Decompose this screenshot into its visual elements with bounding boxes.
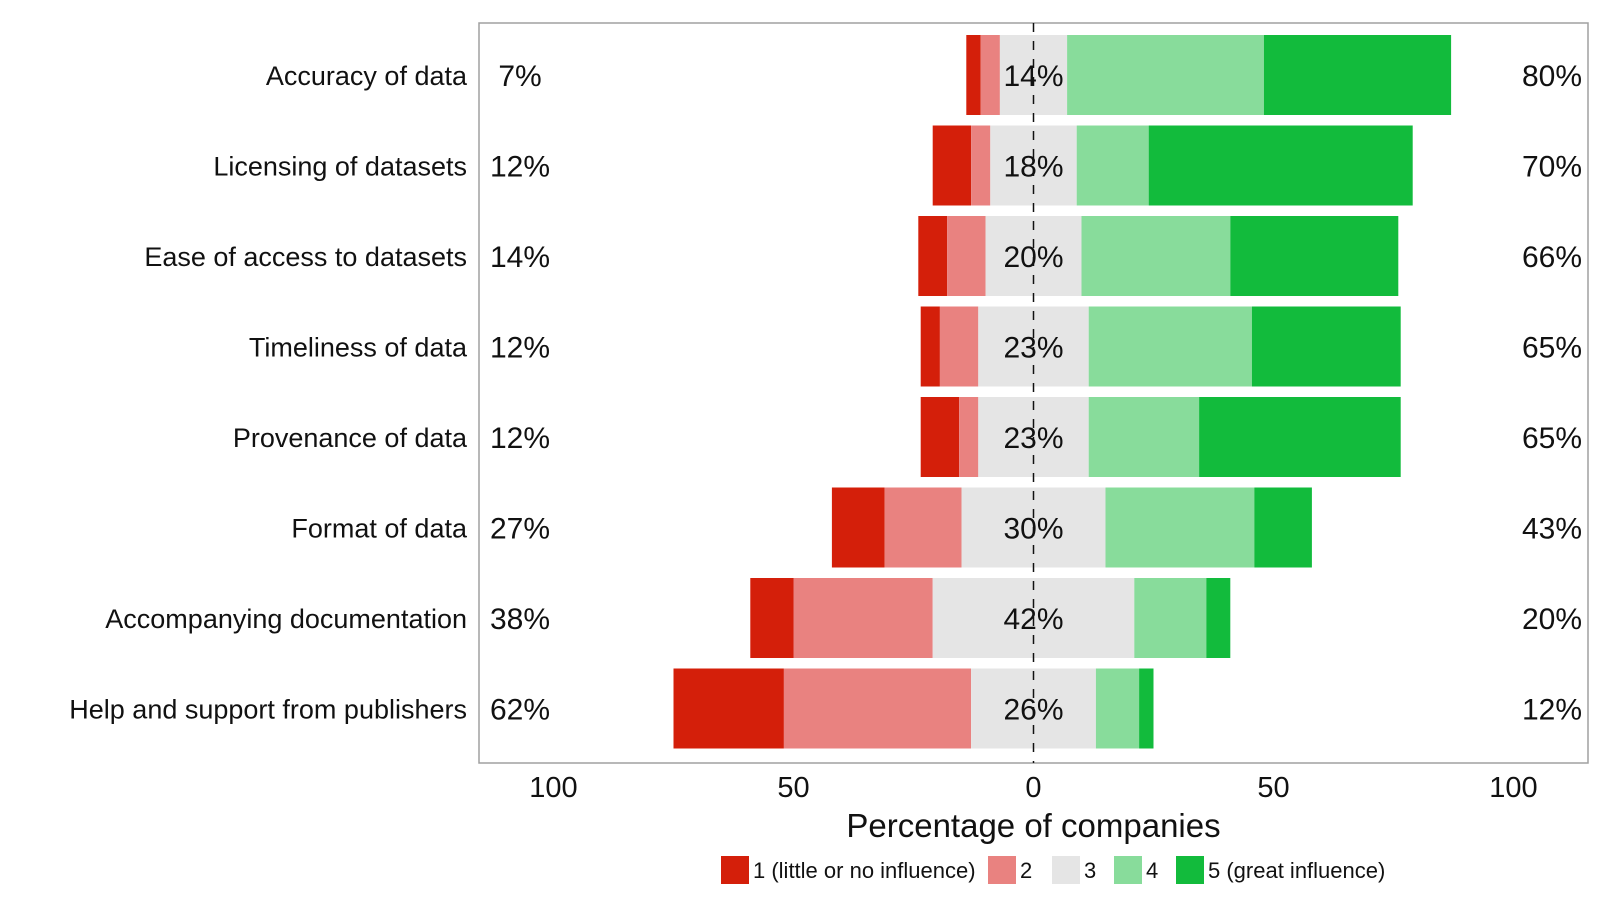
neutral-percent-label: 20% — [1003, 241, 1063, 274]
high-percent-label: 12% — [1522, 694, 1582, 727]
bar-segment-2 — [793, 578, 933, 658]
bar-segment-4 — [1134, 578, 1207, 658]
low-percent-label: 14% — [490, 241, 550, 274]
neutral-percent-label: 23% — [1003, 422, 1063, 455]
category-label: Help and support from publishers — [69, 695, 467, 725]
high-percent-label: 66% — [1522, 241, 1582, 274]
x-tick-label: 100 — [529, 772, 577, 804]
bar-segment-5 — [1254, 487, 1312, 568]
x-tick-label: 0 — [1025, 772, 1041, 804]
low-percent-label: 7% — [498, 60, 541, 93]
bar-segment-2 — [959, 397, 979, 477]
low-percent-label: 38% — [490, 603, 550, 636]
category-label: Licensing of datasets — [213, 152, 467, 182]
bar-segment-2 — [884, 487, 962, 568]
bar-segment-1 — [966, 35, 981, 115]
x-tick-label: 100 — [1489, 772, 1537, 804]
high-percent-label: 70% — [1522, 151, 1582, 184]
legend-swatch — [1052, 856, 1080, 884]
legend-swatch — [721, 856, 749, 884]
bar-segment-4 — [1081, 216, 1231, 296]
legend: 1 (little or no influence) 2 3 4 5 (great in… — [721, 856, 1385, 884]
category-label: Provenance of data — [233, 423, 468, 453]
bar-segment-5 — [1230, 216, 1399, 296]
high-percent-label: 20% — [1522, 603, 1582, 636]
bar-segment-4 — [1105, 487, 1255, 568]
bar-segment-5 — [1206, 578, 1231, 658]
category-label: Accuracy of data — [266, 61, 468, 91]
high-percent-label: 65% — [1522, 332, 1582, 365]
bar-segment-2 — [980, 35, 1000, 115]
high-percent-label: 65% — [1522, 422, 1582, 455]
bar-segment-2 — [947, 216, 986, 296]
bar-segment-4 — [1076, 125, 1149, 206]
legend-swatch — [1176, 856, 1204, 884]
high-percent-label: 43% — [1522, 513, 1582, 546]
category-label: Ease of access to datasets — [144, 242, 467, 272]
bar-segment-4 — [1095, 668, 1140, 749]
low-percent-label: 12% — [490, 151, 550, 184]
bar-segment-4 — [1088, 397, 1200, 477]
bar-segment-2 — [783, 668, 972, 749]
category-label: Timeliness of data — [249, 333, 468, 363]
neutral-percent-label: 26% — [1003, 694, 1063, 727]
legend-label: 3 — [1084, 858, 1096, 883]
legend-swatch — [988, 856, 1016, 884]
bar-segment-1 — [918, 216, 948, 296]
bar-segment-1 — [920, 397, 960, 477]
bar-segment-2 — [939, 306, 979, 387]
legend-swatch — [1114, 856, 1142, 884]
neutral-percent-label: 30% — [1003, 513, 1063, 546]
bar-segment-5 — [1139, 668, 1154, 749]
bar-segment-1 — [750, 578, 794, 658]
bar-segment-5 — [1199, 397, 1401, 477]
category-label: Format of data — [291, 514, 468, 544]
category-label: Accompanying documentation — [105, 604, 467, 634]
high-percent-label: 80% — [1522, 60, 1582, 93]
low-percent-label: 62% — [490, 694, 550, 727]
labels-group: Accuracy of data 7% 14% 80% Licensing of dat… — [69, 60, 1582, 727]
bars-group — [673, 35, 1452, 749]
bar-segment-1 — [932, 125, 972, 206]
neutral-percent-label: 23% — [1003, 332, 1063, 365]
bar-segment-1 — [831, 487, 885, 568]
legend-label: 5 (great influence) — [1208, 858, 1385, 883]
bar-segment-5 — [1263, 35, 1452, 115]
neutral-percent-label: 18% — [1003, 151, 1063, 184]
low-percent-label: 12% — [490, 332, 550, 365]
bar-segment-2 — [971, 125, 991, 206]
legend-label: 4 — [1146, 858, 1158, 883]
neutral-percent-label: 14% — [1003, 60, 1063, 93]
bar-segment-1 — [673, 668, 784, 749]
x-tick-label: 50 — [777, 772, 809, 804]
bar-segment-1 — [920, 306, 940, 387]
x-axis: 100 50 0 50 100 — [529, 772, 1537, 804]
x-axis-title: Percentage of companies — [846, 807, 1220, 844]
low-percent-label: 12% — [490, 422, 550, 455]
bar-segment-5 — [1251, 306, 1401, 387]
legend-label: 1 (little or no influence) — [753, 858, 976, 883]
low-percent-label: 27% — [490, 513, 550, 546]
bar-segment-4 — [1088, 306, 1252, 387]
bar-segment-5 — [1148, 125, 1413, 206]
x-tick-label: 50 — [1257, 772, 1289, 804]
legend-label: 2 — [1020, 858, 1032, 883]
bar-segment-4 — [1067, 35, 1264, 115]
neutral-percent-label: 42% — [1003, 603, 1063, 636]
